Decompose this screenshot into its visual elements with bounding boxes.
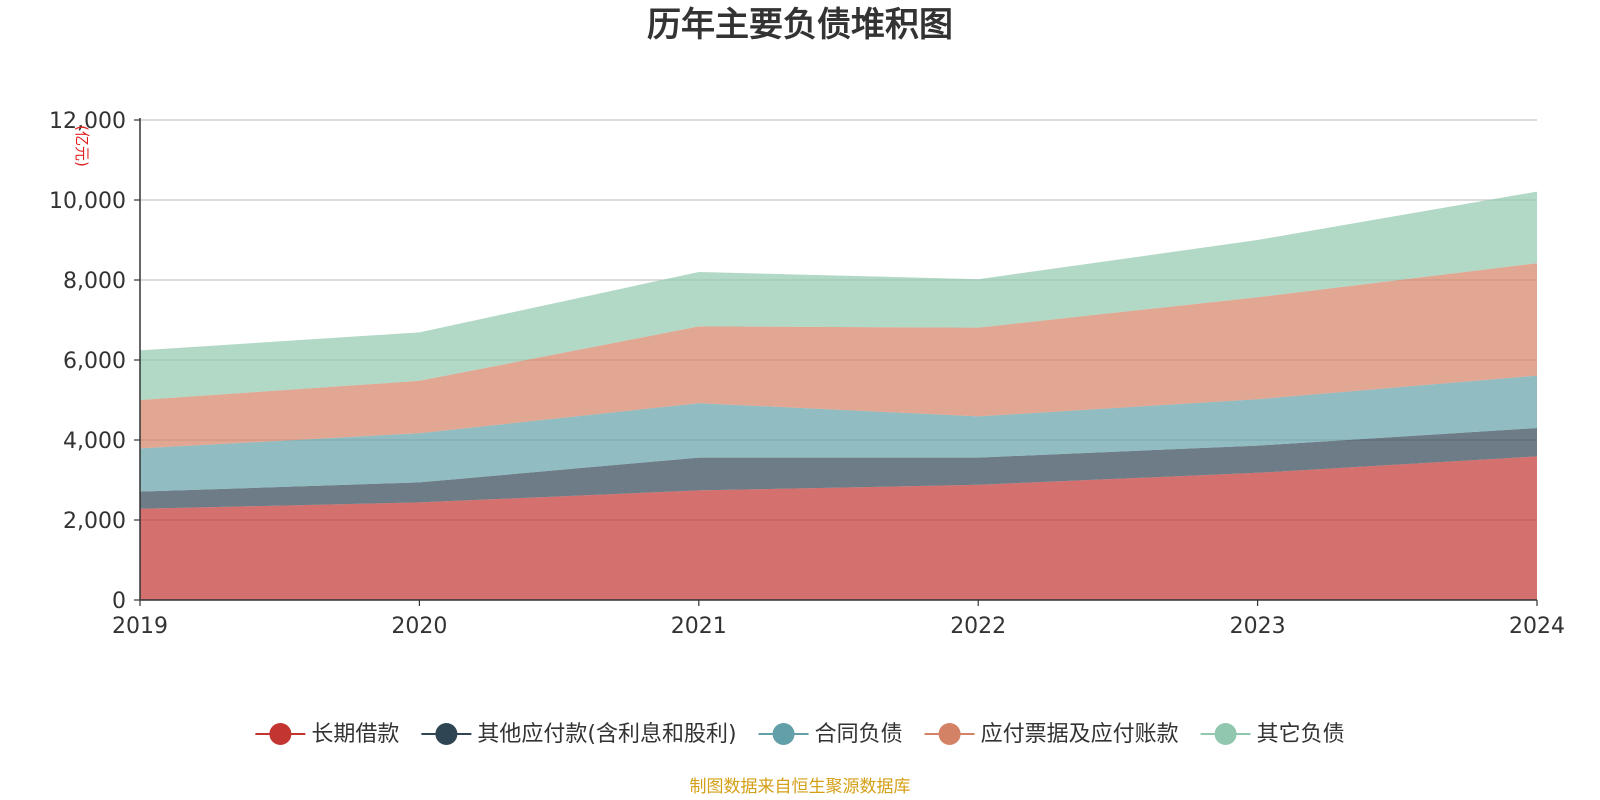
- area-series-3: [140, 375, 1537, 492]
- y-axis-unit-label: (亿元): [73, 125, 91, 167]
- area-series-layer: [140, 191, 1537, 600]
- y-tick-label: 4,000: [63, 429, 126, 454]
- y-tick-label: 10,000: [49, 189, 126, 214]
- y-tick-label: 12,000: [49, 109, 126, 134]
- legend-marker-dot: [1214, 723, 1237, 745]
- legend-marker-dot: [938, 723, 961, 745]
- x-tick-label: 2022: [950, 614, 1006, 639]
- area-series-4: [140, 263, 1537, 449]
- x-axis-ticks: 2019 2020 2021 2022 2023 2024: [112, 614, 1565, 639]
- legend-label-5: 其它负债: [1257, 722, 1345, 747]
- y-tick-label: 8,000: [63, 269, 126, 294]
- chart-title: 历年主要负债堆积图: [647, 5, 953, 45]
- legend-label-2: 其他应付款(含利息和股利): [477, 722, 736, 747]
- y-tick-label: 2,000: [63, 509, 126, 534]
- legend-marker-dot: [772, 723, 795, 745]
- x-tick-label: 2023: [1230, 614, 1286, 639]
- legend-label-4: 应付票据及应付账款: [981, 722, 1179, 747]
- area-series-5: [140, 191, 1537, 400]
- x-tick-label: 2019: [112, 614, 168, 639]
- legend: 长期借款 其他应付款(含利息和股利) 合同负债 应付票据及应付账款 其它负债: [255, 722, 1345, 747]
- axes: [134, 118, 1538, 606]
- x-tick-label: 2021: [671, 614, 727, 639]
- legend-label-1: 长期借款: [311, 722, 399, 747]
- x-tick-label: 2020: [391, 614, 447, 639]
- y-tick-label: 6,000: [63, 349, 126, 374]
- legend-marker-dot: [269, 723, 292, 745]
- area-series-1: [140, 456, 1537, 600]
- y-tick-label: 0: [112, 589, 126, 614]
- y-axis-ticks: 0 2,000 4,000 6,000 8,000 10,000 12,000: [49, 109, 126, 614]
- area-series-2: [140, 428, 1537, 509]
- source-note: 制图数据来自恒生聚源数据库: [690, 777, 911, 797]
- legend-marker-dot: [435, 723, 458, 745]
- legend-label-3: 合同负债: [815, 722, 903, 747]
- x-tick-label: 2024: [1509, 614, 1565, 639]
